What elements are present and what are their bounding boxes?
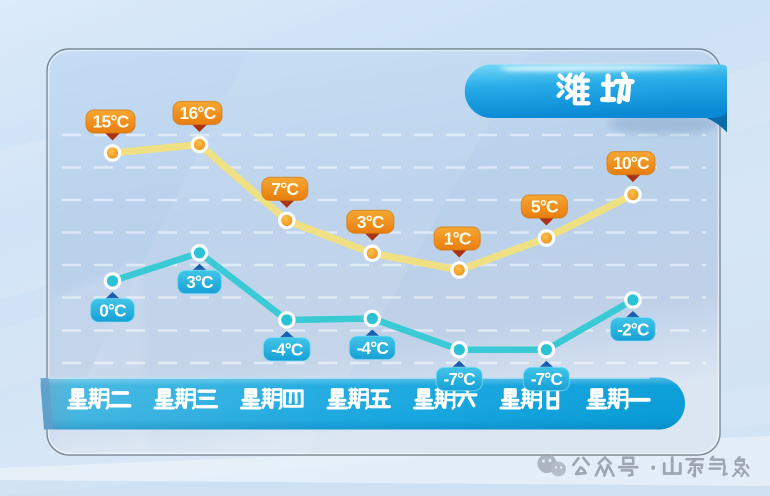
- svg-text:16°C: 16°C: [180, 103, 217, 123]
- svg-text:-7°C: -7°C: [444, 369, 476, 389]
- svg-text:1°C: 1°C: [444, 229, 472, 249]
- svg-text:0°C: 0°C: [99, 300, 126, 320]
- svg-text:3°C: 3°C: [357, 212, 385, 232]
- svg-text:-7°C: -7°C: [531, 369, 563, 389]
- svg-text:3°C: 3°C: [186, 272, 213, 292]
- svg-text:-4°C: -4°C: [271, 339, 303, 359]
- svg-text:7°C: 7°C: [271, 179, 299, 199]
- svg-text:10°C: 10°C: [613, 153, 650, 173]
- svg-text:-4°C: -4°C: [357, 338, 389, 358]
- svg-text:-2°C: -2°C: [617, 319, 649, 339]
- svg-text:5°C: 5°C: [531, 197, 559, 217]
- svg-text:15°C: 15°C: [93, 112, 130, 132]
